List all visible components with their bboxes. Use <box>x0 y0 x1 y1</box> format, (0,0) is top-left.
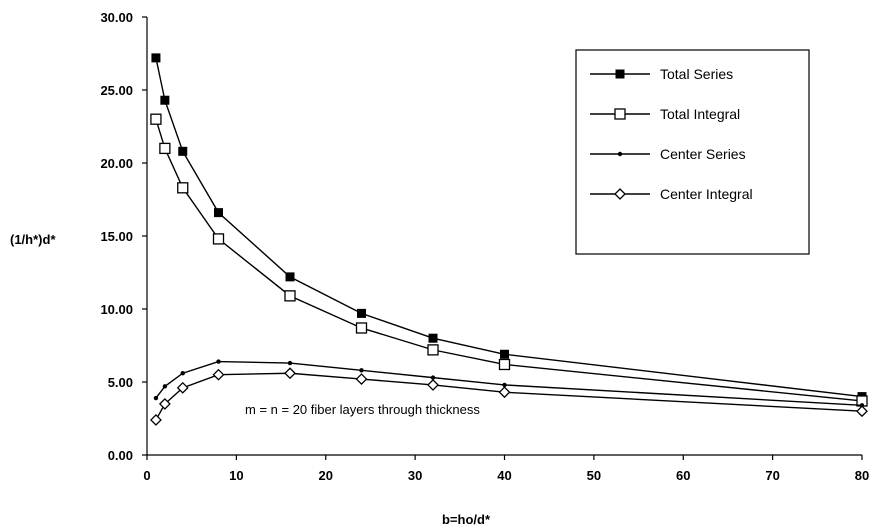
y-tick-label: 10.00 <box>100 302 133 317</box>
legend-box <box>575 49 810 255</box>
legend-label: Center Integral <box>660 186 753 202</box>
legend-entry: Center Integral <box>590 186 753 202</box>
x-axis-label: b=ho/d* <box>442 512 491 527</box>
y-tick-label: 5.00 <box>108 375 133 390</box>
marker-open-square <box>355 322 368 334</box>
marker-open-diamond <box>498 386 511 399</box>
marker-open-diamond <box>355 373 368 385</box>
series-total-integral <box>150 113 868 407</box>
marker-open-diamond <box>427 379 439 391</box>
marker-open-square <box>212 233 225 245</box>
legend-label: Center Series <box>660 146 746 162</box>
marker-open-diamond <box>158 397 171 410</box>
marker-open-square <box>614 108 626 120</box>
marker-open-diamond <box>856 405 868 418</box>
x-tick-label: 80 <box>855 468 869 483</box>
marker-open-diamond <box>614 188 626 200</box>
x-tick-label: 60 <box>676 468 690 483</box>
axes: 0.00 5.00 10.00 15.00 20.00 25.00 30.00 0 10 20 30… <box>100 10 869 483</box>
y-tick-label: 20.00 <box>100 156 133 171</box>
marker-open-diamond <box>150 414 162 426</box>
x-tick-label: 30 <box>408 468 422 483</box>
marker-filled-square <box>178 146 188 156</box>
marker-open-square <box>150 113 162 125</box>
legend-label: Total Integral <box>660 106 740 122</box>
y-axis-label: (1/h*)d* <box>10 232 56 247</box>
marker-open-square <box>427 344 439 356</box>
marker-dot <box>153 395 159 401</box>
y-tick-label: 0.00 <box>108 448 133 463</box>
x-tick-label: 50 <box>587 468 601 483</box>
x-tick-label: 40 <box>497 468 511 483</box>
marker-open-square <box>498 358 511 371</box>
marker-dot <box>617 151 623 157</box>
legend-entry: Total Integral <box>590 106 740 122</box>
x-tick-label: 10 <box>229 468 243 483</box>
marker-open-square <box>177 182 189 194</box>
marker-dot <box>162 384 168 389</box>
y-tick-label: 30.00 <box>100 10 133 25</box>
marker-open-diamond <box>176 381 189 394</box>
marker-open-diamond <box>212 368 225 381</box>
series-total-series <box>151 53 867 402</box>
marker-dot <box>502 382 507 388</box>
legend-entry: Center Series <box>590 146 746 162</box>
marker-filled-square <box>214 208 223 218</box>
y-tick-label: 25.00 <box>100 83 133 98</box>
marker-filled-square <box>428 333 438 343</box>
marker-filled-square <box>151 53 161 63</box>
series-center-integral <box>150 367 868 426</box>
marker-open-square <box>159 142 171 155</box>
marker-open-square <box>284 290 296 302</box>
legend-entry: Total Series <box>590 66 733 82</box>
annotation: m = n = 20 fiber layers through thicknes… <box>245 402 480 417</box>
x-tick-label: 0 <box>143 468 150 483</box>
marker-open-diamond <box>284 367 296 380</box>
marker-dot <box>287 360 293 366</box>
marker-dot <box>216 359 221 364</box>
legend-label: Total Series <box>660 66 733 82</box>
marker-filled-square <box>500 349 509 359</box>
series-layer <box>150 53 868 426</box>
y-tick-label: 15.00 <box>100 229 133 244</box>
series-center-series <box>153 359 865 408</box>
legend: Total Series Total Integral Center Series C… <box>575 49 810 255</box>
marker-dot <box>180 371 185 376</box>
x-tick-label: 20 <box>319 468 333 483</box>
marker-dot <box>430 375 436 380</box>
marker-filled-square <box>615 69 625 79</box>
marker-dot <box>359 368 364 373</box>
marker-filled-square <box>357 308 366 318</box>
marker-filled-square <box>285 272 295 282</box>
x-tick-label: 70 <box>765 468 779 483</box>
marker-filled-square <box>160 95 170 105</box>
